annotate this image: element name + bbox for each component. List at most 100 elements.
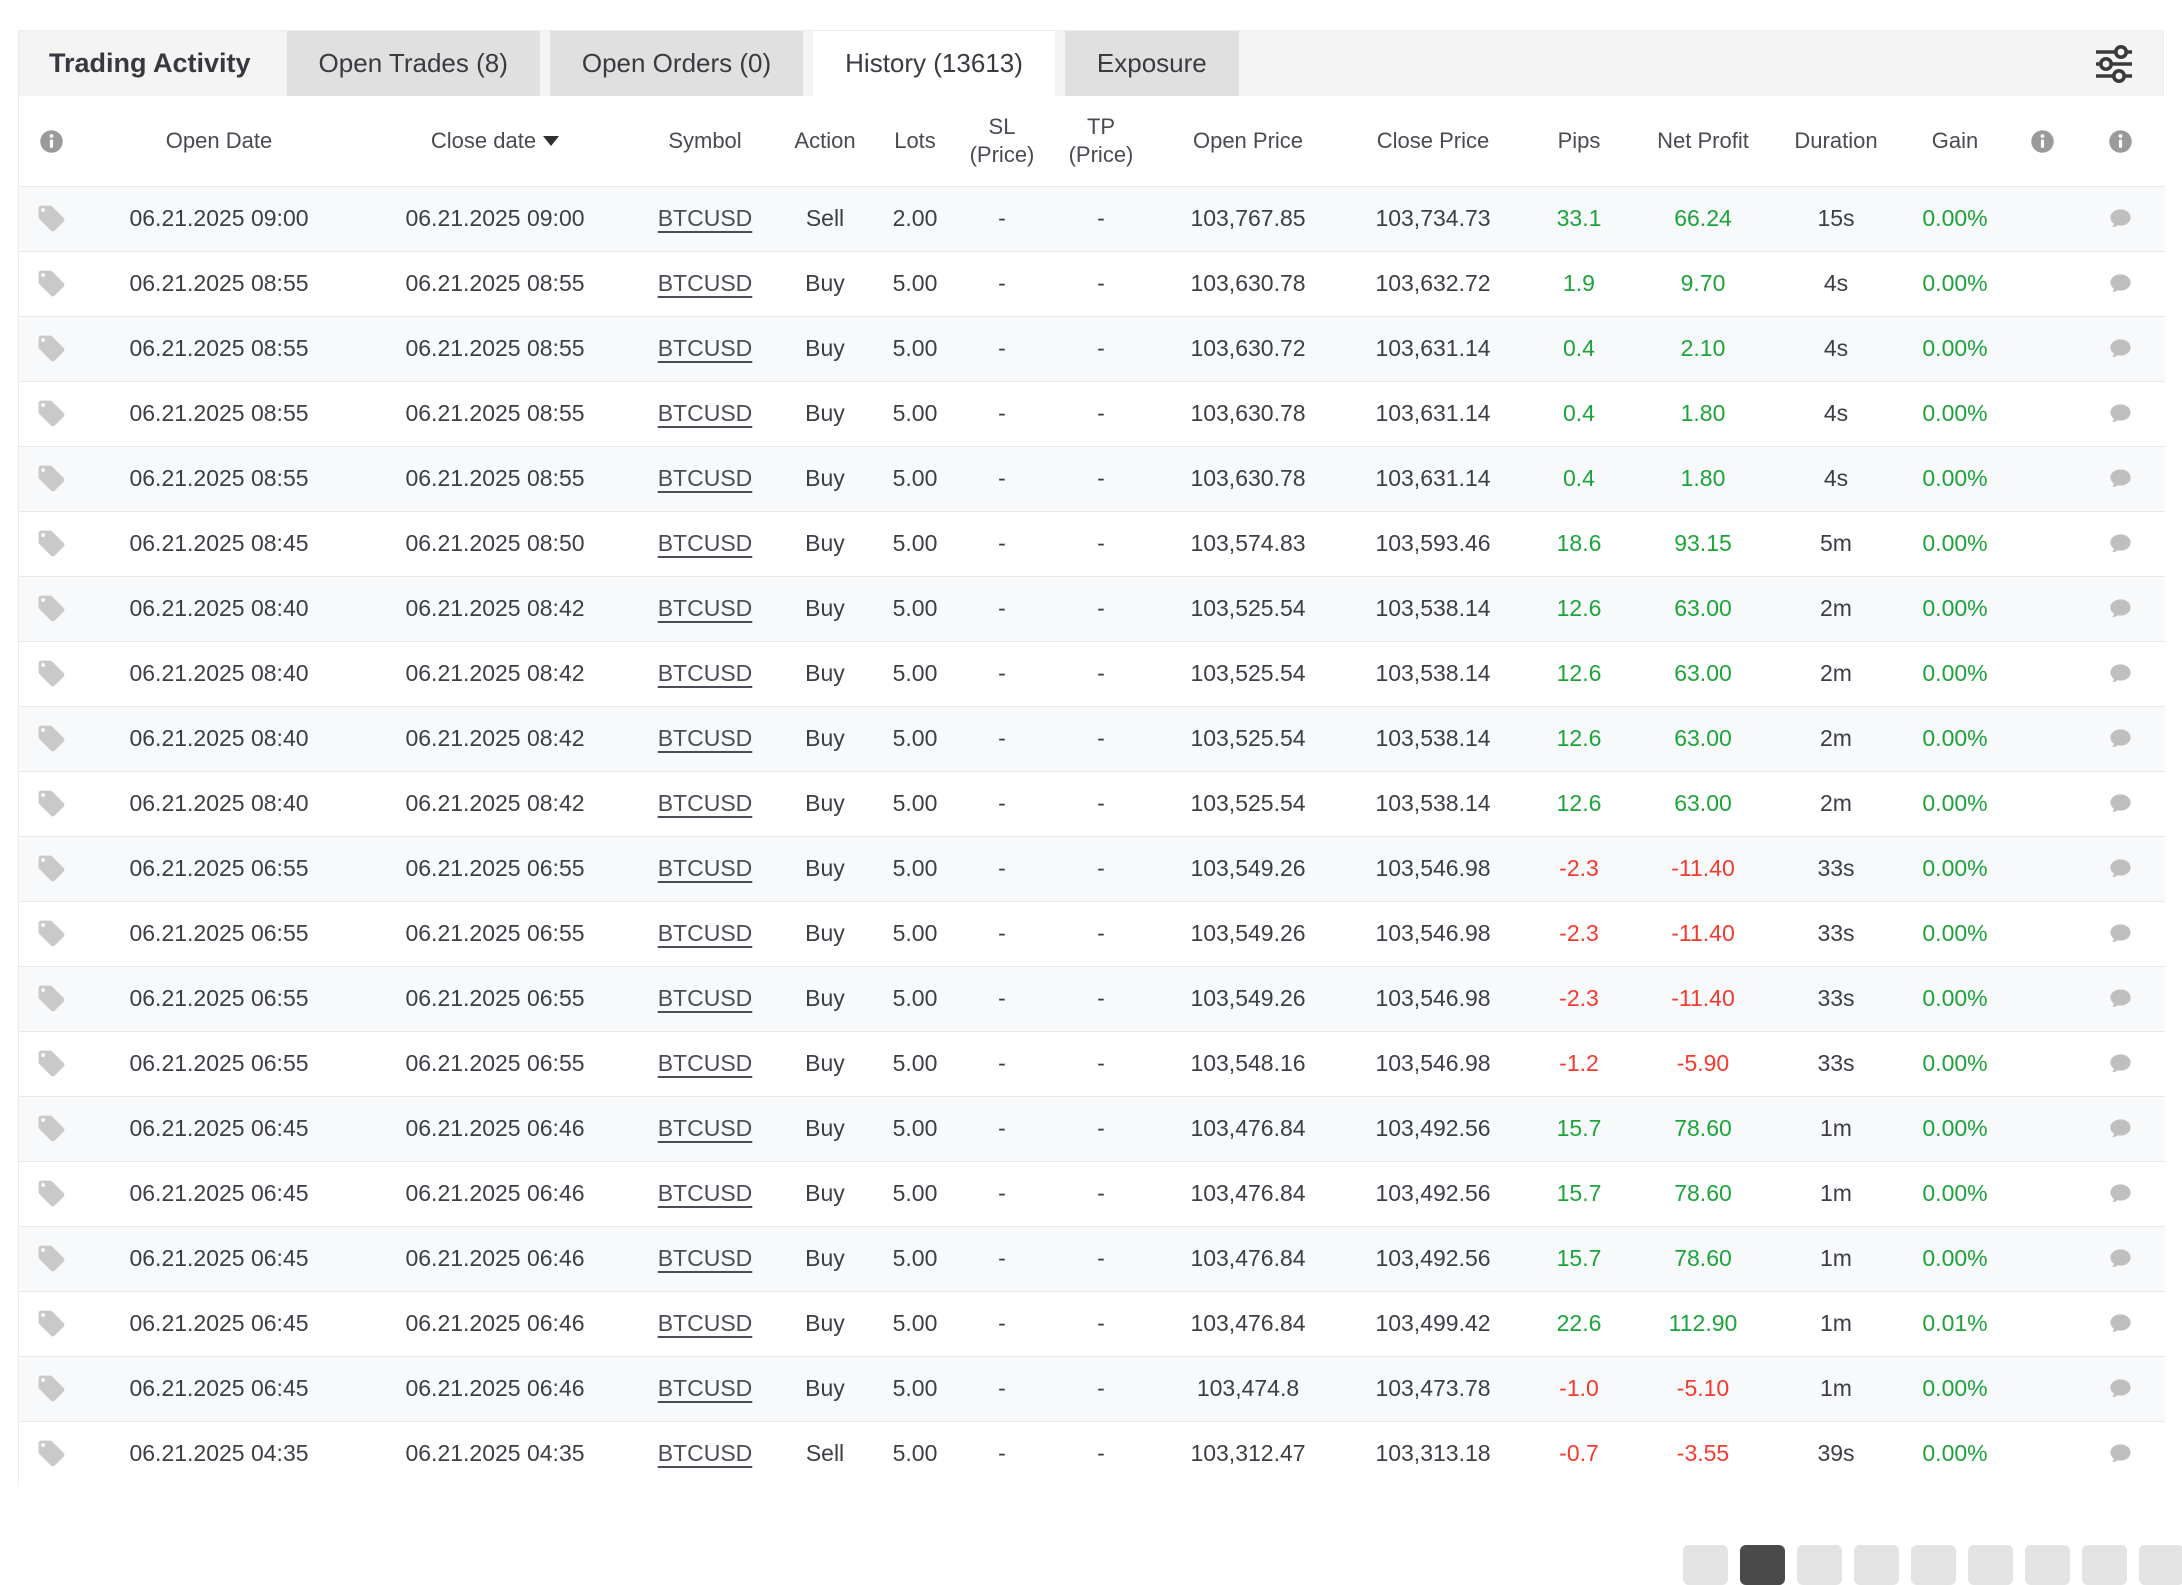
- column-open-price[interactable]: Open Price: [1192, 128, 1304, 153]
- symbol-link[interactable]: BTCUSD: [657, 1440, 753, 1467]
- tag-icon[interactable]: [36, 1373, 67, 1404]
- symbol-link[interactable]: BTCUSD: [657, 205, 753, 231]
- column-close-date[interactable]: Close date: [355, 96, 635, 186]
- symbol-link[interactable]: BTCUSD: [657, 335, 753, 361]
- comment-icon[interactable]: [2107, 661, 2134, 688]
- column-action[interactable]: Action: [794, 128, 856, 153]
- cell-net-profit: 78.60: [1635, 1160, 1771, 1226]
- column-net-profit[interactable]: Net Profit: [1657, 128, 1749, 153]
- filter-button[interactable]: [2091, 43, 2137, 85]
- header-info-3[interactable]: [2075, 96, 2165, 186]
- symbol-link[interactable]: BTCUSD: [657, 1180, 753, 1206]
- symbol-link[interactable]: BTCUSD: [657, 1310, 753, 1336]
- comment-icon[interactable]: [2107, 1246, 2134, 1273]
- comment-icon[interactable]: [2107, 206, 2134, 233]
- tag-icon[interactable]: [36, 203, 67, 234]
- symbol-link[interactable]: BTCUSD: [657, 920, 753, 946]
- symbol-link[interactable]: BTCUSD: [657, 400, 753, 426]
- cell-gain: 0.00%: [1901, 900, 2009, 966]
- comment-icon[interactable]: [2107, 1116, 2134, 1143]
- symbol-link[interactable]: BTCUSD: [657, 465, 753, 491]
- column-pips[interactable]: Pips: [1557, 128, 1601, 153]
- comment-icon[interactable]: [2107, 986, 2134, 1013]
- column-gain[interactable]: Gain: [1931, 128, 1979, 153]
- column-tp-price[interactable]: TP (Price): [1068, 114, 1134, 167]
- tag-icon[interactable]: [36, 528, 67, 559]
- column-symbol[interactable]: Symbol: [668, 128, 742, 153]
- tag-icon[interactable]: [36, 853, 67, 884]
- tab-history-13613[interactable]: History (13613): [813, 31, 1055, 96]
- page-button[interactable]: [1854, 1545, 1899, 1585]
- comment-icon[interactable]: [2107, 1311, 2134, 1338]
- symbol-link[interactable]: BTCUSD: [657, 1245, 753, 1271]
- tag-icon[interactable]: [36, 333, 67, 364]
- comment-icon[interactable]: [2107, 401, 2134, 428]
- symbol-link[interactable]: BTCUSD: [657, 855, 753, 881]
- tab-open-trades-8[interactable]: Open Trades (8): [286, 31, 540, 96]
- tag-icon[interactable]: [36, 268, 67, 299]
- column-open-date[interactable]: Open Date: [165, 128, 273, 153]
- symbol-link[interactable]: BTCUSD: [657, 725, 753, 751]
- comment-icon[interactable]: [2107, 596, 2134, 623]
- symbol-link[interactable]: BTCUSD: [657, 1050, 753, 1076]
- comment-icon[interactable]: [2107, 856, 2134, 883]
- tag-icon[interactable]: [36, 658, 67, 689]
- symbol-link[interactable]: BTCUSD: [657, 595, 753, 621]
- comment-icon[interactable]: [2107, 726, 2134, 753]
- comment-icon[interactable]: [2107, 531, 2134, 558]
- page-button[interactable]: [2082, 1545, 2127, 1585]
- cell-open-date: 06.21.2025 06:55: [83, 835, 355, 901]
- comment-icon[interactable]: [2107, 1441, 2134, 1468]
- page-button-active[interactable]: [1740, 1545, 1785, 1585]
- symbol-link[interactable]: BTCUSD: [657, 790, 753, 816]
- cell-open-price: 103,476.84: [1153, 1160, 1343, 1226]
- tag-icon[interactable]: [36, 398, 67, 429]
- column-close-price[interactable]: Close Price: [1376, 128, 1490, 153]
- tag-icon[interactable]: [36, 1438, 67, 1469]
- column-sl-price[interactable]: SL (Price): [969, 114, 1035, 167]
- tag-icon[interactable]: [36, 1113, 67, 1144]
- comment-icon[interactable]: [2107, 1181, 2134, 1208]
- tag-icon[interactable]: [36, 788, 67, 819]
- tab-open-orders-0[interactable]: Open Orders (0): [549, 31, 804, 96]
- column-duration[interactable]: Duration: [1794, 128, 1878, 153]
- header-info-2[interactable]: [2009, 96, 2075, 186]
- comment-icon[interactable]: [2107, 271, 2134, 298]
- comment-icon[interactable]: [2107, 1376, 2134, 1403]
- tabs: Open Trades (8) Open Orders (0) History (1…: [286, 31, 1249, 96]
- header-info[interactable]: [19, 96, 83, 186]
- tag-icon[interactable]: [36, 463, 67, 494]
- page-button[interactable]: [1911, 1545, 1956, 1585]
- comment-icon[interactable]: [2107, 921, 2134, 948]
- page-button[interactable]: [1968, 1545, 2013, 1585]
- symbol-link[interactable]: BTCUSD: [657, 1375, 753, 1401]
- symbol-link[interactable]: BTCUSD: [657, 1115, 753, 1141]
- symbol-link[interactable]: BTCUSD: [657, 660, 753, 686]
- cell-extra: [2009, 250, 2075, 316]
- cell-open-date: 06.21.2025 08:40: [83, 640, 355, 706]
- symbol-link[interactable]: BTCUSD: [657, 270, 753, 296]
- comment-icon[interactable]: [2107, 466, 2134, 493]
- tag-icon[interactable]: [36, 593, 67, 624]
- tag-icon[interactable]: [36, 1308, 67, 1339]
- cell-action: Buy: [775, 640, 875, 706]
- page-button[interactable]: [1797, 1545, 1842, 1585]
- symbol-link[interactable]: BTCUSD: [657, 985, 753, 1011]
- tab-exposure[interactable]: Exposure: [1064, 31, 1239, 96]
- tag-icon[interactable]: [36, 1243, 67, 1274]
- tag-icon[interactable]: [36, 1048, 67, 1079]
- symbol-link[interactable]: BTCUSD: [657, 530, 753, 556]
- cell-open-date: 06.21.2025 08:45: [83, 510, 355, 576]
- comment-icon[interactable]: [2107, 336, 2134, 363]
- tag-icon[interactable]: [36, 1178, 67, 1209]
- tag-icon[interactable]: [36, 723, 67, 754]
- comment-icon[interactable]: [2107, 791, 2134, 818]
- cell-open-date: 06.21.2025 06:45: [83, 1355, 355, 1421]
- tag-icon[interactable]: [36, 918, 67, 949]
- tag-icon[interactable]: [36, 983, 67, 1014]
- column-lots[interactable]: Lots: [894, 128, 936, 153]
- page-button[interactable]: [1683, 1545, 1728, 1585]
- page-button[interactable]: [2139, 1545, 2182, 1585]
- page-button[interactable]: [2025, 1545, 2070, 1585]
- comment-icon[interactable]: [2107, 1051, 2134, 1078]
